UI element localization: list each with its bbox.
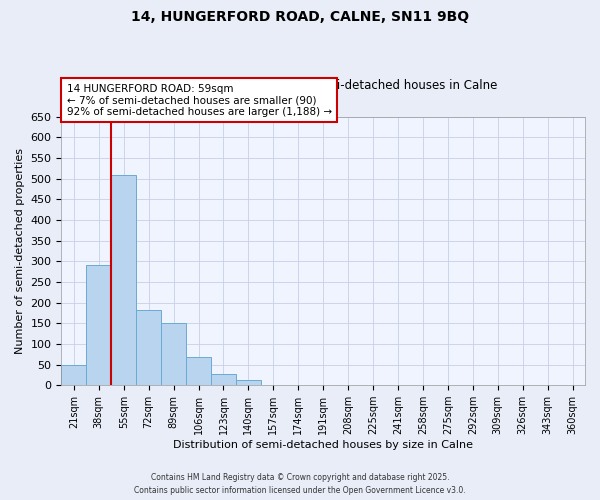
Title: Size of property relative to semi-detached houses in Calne: Size of property relative to semi-detach… [149, 79, 497, 92]
Text: 14 HUNGERFORD ROAD: 59sqm
← 7% of semi-detached houses are smaller (90)
92% of s: 14 HUNGERFORD ROAD: 59sqm ← 7% of semi-d… [67, 84, 332, 117]
X-axis label: Distribution of semi-detached houses by size in Calne: Distribution of semi-detached houses by … [173, 440, 473, 450]
Bar [236, 380, 261, 385]
Text: Contains HM Land Registry data © Crown copyright and database right 2025.
Contai: Contains HM Land Registry data © Crown c… [134, 474, 466, 495]
Text: 14, HUNGERFORD ROAD, CALNE, SN11 9BQ: 14, HUNGERFORD ROAD, CALNE, SN11 9BQ [131, 10, 469, 24]
Bar [136, 310, 161, 385]
Bar [161, 324, 186, 385]
Bar [86, 266, 111, 385]
Bar [111, 174, 136, 385]
Bar [211, 374, 236, 385]
Bar [186, 357, 211, 385]
Y-axis label: Number of semi-detached properties: Number of semi-detached properties [15, 148, 25, 354]
Bar [61, 364, 86, 385]
